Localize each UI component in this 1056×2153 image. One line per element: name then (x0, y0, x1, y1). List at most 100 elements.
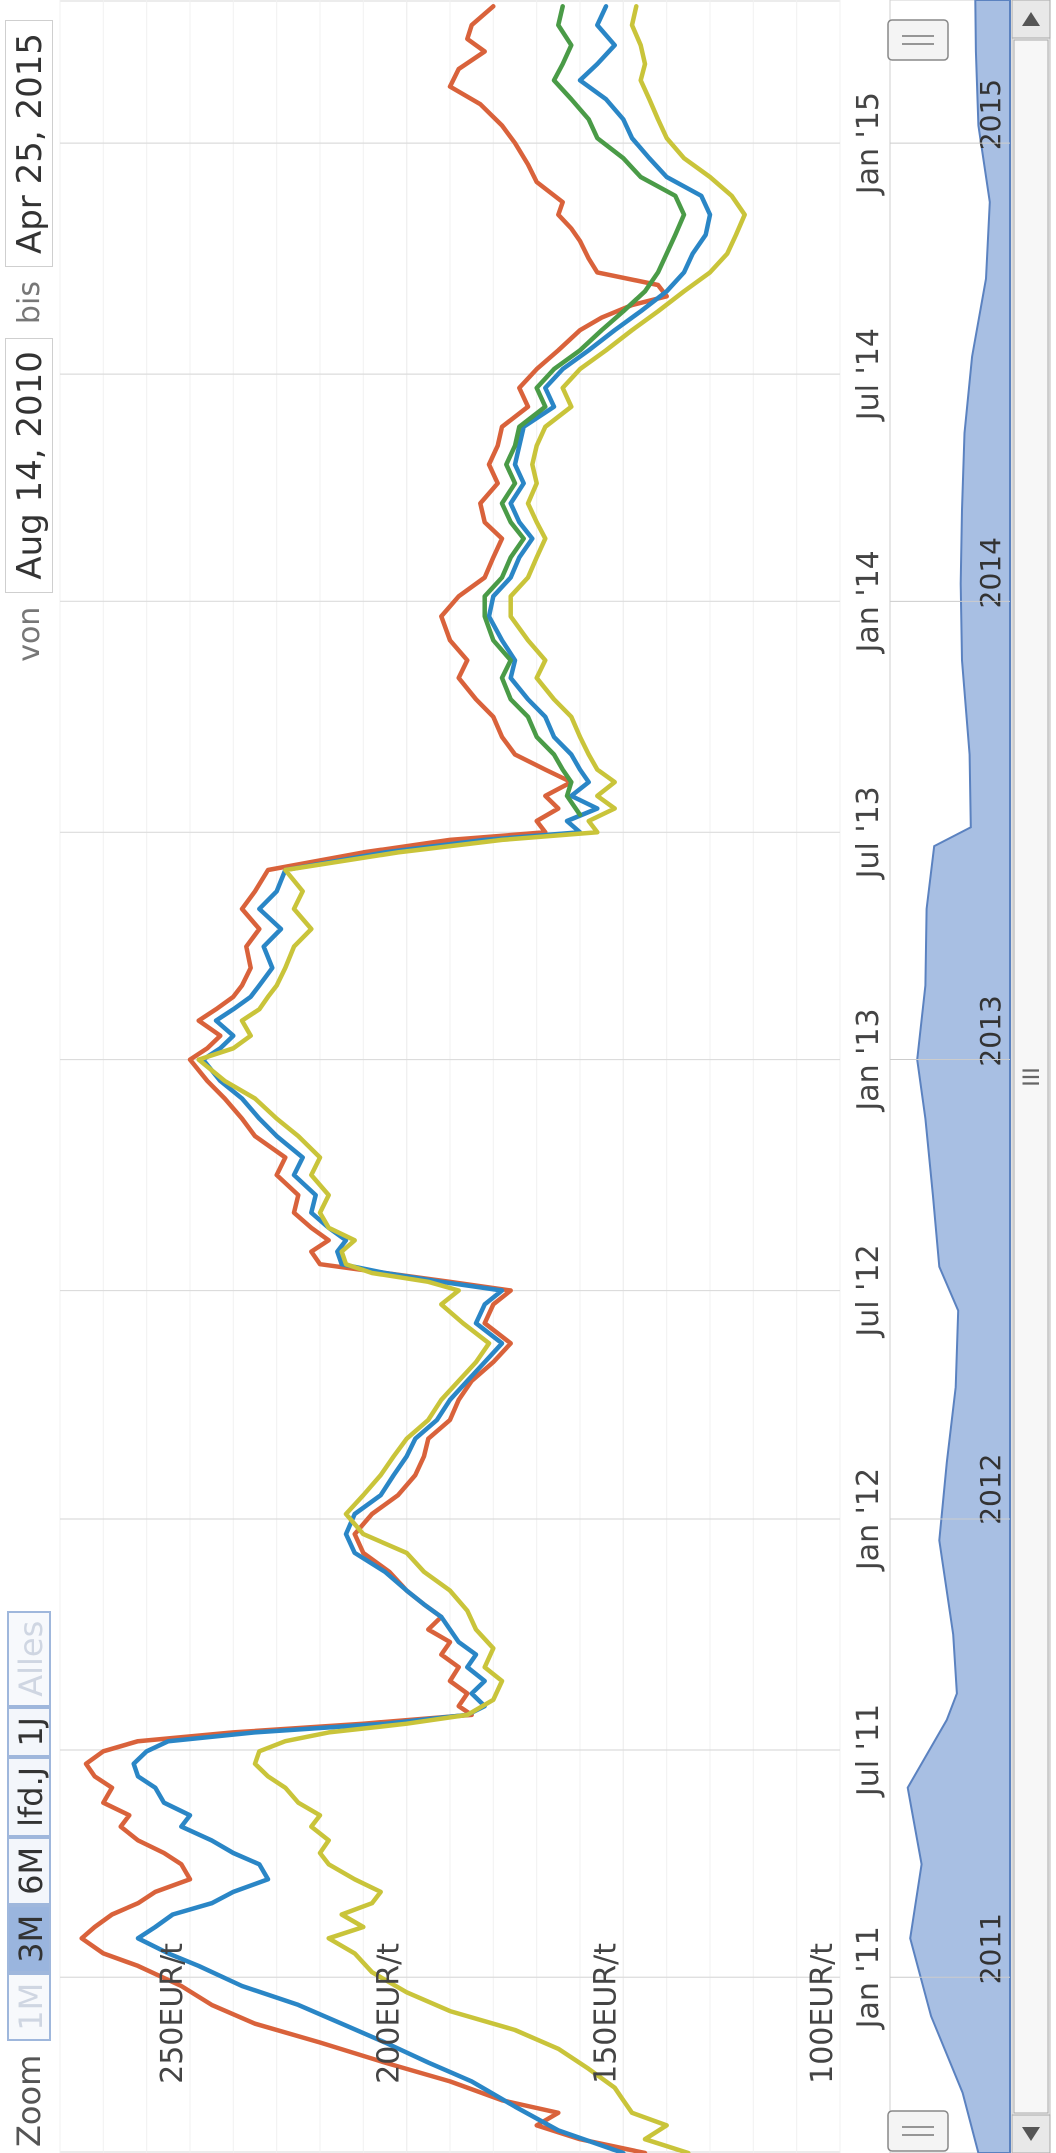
data-point (544, 406, 546, 408)
data-point (601, 316, 603, 319)
data-point (531, 537, 533, 540)
data-point (527, 698, 529, 700)
data-point (341, 1250, 343, 1253)
zoom-1m-button[interactable]: 1M (7, 1972, 51, 2041)
data-point (570, 227, 572, 230)
series-line-3 (482, 4, 687, 818)
data-point (588, 349, 590, 351)
data-point (570, 406, 572, 408)
data-point (336, 1250, 338, 1253)
data-point (501, 677, 503, 679)
data-point (510, 595, 512, 597)
data-point (471, 2080, 473, 2082)
data-point (731, 195, 733, 197)
data-point (284, 869, 286, 871)
data-point (211, 1839, 213, 1841)
zoom-3m-button[interactable]: 3M (7, 1904, 51, 1973)
data-point (319, 1263, 321, 1265)
data-point (501, 426, 503, 428)
zoom-1y-button[interactable]: 1J (7, 1706, 51, 1757)
data-point (328, 1863, 330, 1865)
x-tick-label: Jul '14 (851, 328, 886, 422)
data-point (276, 890, 278, 892)
data-point (562, 5, 564, 7)
data-point (553, 406, 555, 408)
data-point (488, 615, 490, 617)
data-point (514, 142, 516, 144)
y-tick-label: 250EUR/t (155, 1943, 190, 2084)
data-point (328, 1239, 330, 1241)
data-point (527, 502, 529, 504)
data-point (328, 1194, 330, 1196)
data-point (276, 1135, 278, 1137)
data-point (449, 1589, 451, 1592)
data-point (644, 2138, 646, 2140)
data-point (276, 1174, 278, 1176)
data-point (458, 1641, 460, 1643)
data-point (666, 252, 668, 255)
data-point (501, 124, 503, 127)
data-point (310, 1227, 312, 1229)
data-point (449, 1399, 451, 1401)
data-point (579, 814, 581, 816)
data-point (137, 1902, 139, 1904)
data-point (466, 38, 468, 40)
data-point (458, 1289, 460, 1292)
data-point (258, 1117, 260, 1120)
data-point (384, 2061, 386, 2064)
zoom-all-button[interactable]: Alles (7, 1610, 51, 1707)
data-point (219, 1047, 221, 1049)
data-point (570, 781, 572, 783)
data-point (371, 1272, 373, 1274)
data-point (475, 1628, 477, 1631)
data-point (111, 1787, 113, 1789)
data-point (102, 1750, 104, 1752)
data-point (180, 1826, 182, 1828)
data-point (683, 290, 685, 292)
series-line-0 (79, 4, 669, 2153)
data-point (544, 716, 546, 718)
data-point (484, 1680, 486, 1682)
data-point (128, 1814, 130, 1816)
x-tick-label: Jan '15 (851, 92, 886, 196)
data-point (241, 1985, 243, 1987)
x-tick-label: Jan '12 (851, 1468, 886, 1572)
to-date-input[interactable]: Apr 25, 2015 (5, 20, 53, 268)
data-point (605, 5, 607, 7)
data-point (284, 967, 286, 969)
data-point (692, 252, 694, 255)
data-point (570, 716, 572, 718)
data-point (189, 1814, 191, 1816)
data-point (674, 234, 676, 236)
data-point (510, 576, 512, 579)
data-point (518, 521, 520, 523)
data-point (614, 44, 616, 46)
data-point (328, 1227, 330, 1229)
zoom-6m-button[interactable]: 6M (7, 1836, 51, 1905)
data-point (514, 445, 516, 447)
data-point (154, 1926, 156, 1928)
data-point (267, 996, 269, 998)
zoom-ytd-button[interactable]: lfd.J (7, 1756, 51, 1837)
data-point (484, 521, 486, 523)
data-point (536, 556, 538, 558)
from-date-input[interactable]: Aug 14, 2010 (5, 338, 53, 593)
data-point (462, 1322, 464, 1324)
data-point (492, 1647, 494, 1649)
data-point (427, 1281, 429, 1283)
data-point (579, 768, 581, 771)
navigator-year-label: 2015 (974, 79, 1007, 150)
data-point (267, 1878, 269, 1880)
data-point (596, 271, 598, 273)
data-point (384, 1571, 386, 1573)
data-point (536, 2124, 538, 2126)
data-point (501, 576, 503, 579)
data-point (211, 1902, 213, 1904)
data-point (219, 1080, 221, 1082)
data-point (440, 1616, 442, 1618)
data-point (458, 1666, 460, 1668)
x-tick-label: Jul '13 (851, 786, 886, 880)
data-point (596, 831, 598, 833)
data-point (371, 1971, 373, 1973)
